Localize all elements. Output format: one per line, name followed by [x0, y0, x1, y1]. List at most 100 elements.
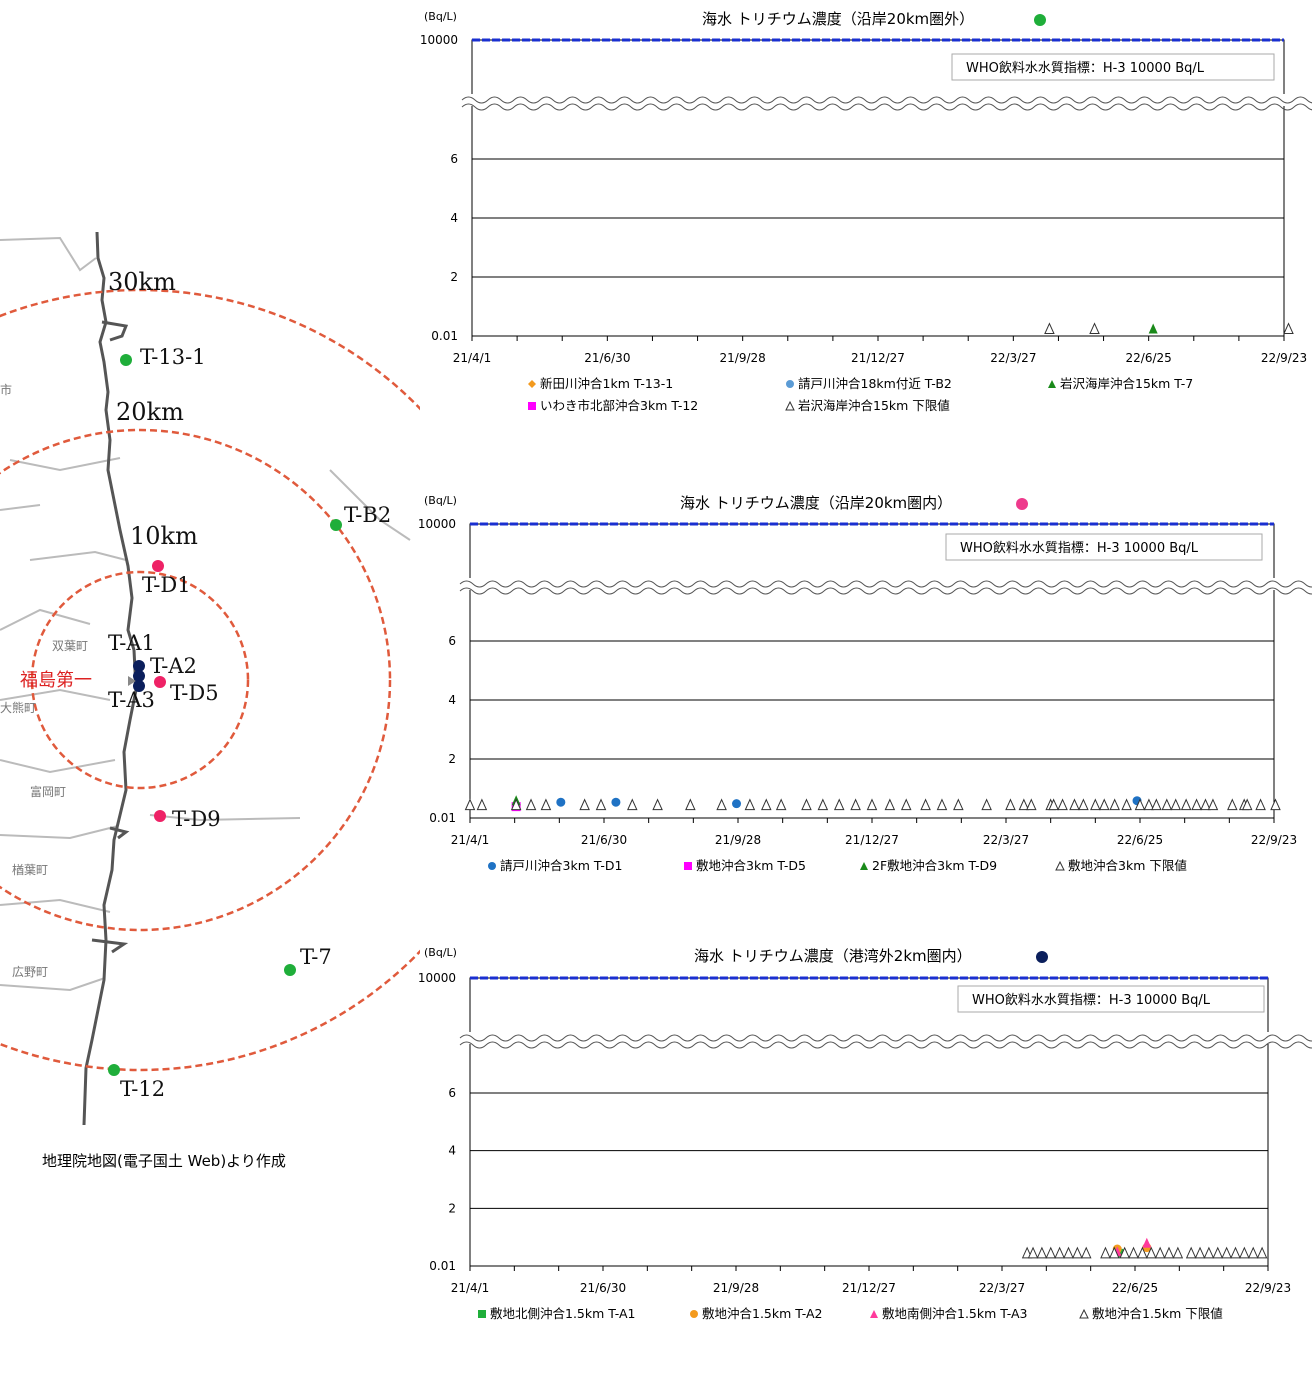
ring-label-20km: 20km [116, 398, 184, 426]
legend-marker [1079, 1308, 1089, 1319]
station-label: T-A1 [108, 631, 155, 655]
legend-marker [478, 1310, 486, 1318]
station-label: T-D5 [170, 681, 219, 705]
data-point [1044, 322, 1055, 335]
title-marker-icon [1036, 951, 1048, 963]
data-point [1026, 798, 1037, 811]
station-dot [120, 354, 132, 366]
data-point [1163, 1246, 1175, 1259]
data-point [1109, 1246, 1120, 1259]
data-point [1119, 1246, 1130, 1259]
legend-label: 新田川沖合1km T-13-1 [540, 376, 673, 391]
who-reference-box [957, 985, 1265, 1013]
data-point [866, 798, 878, 811]
data-point [540, 798, 552, 811]
legend-label: 敷地沖合3km T-D5 [696, 858, 806, 873]
data-point [1241, 798, 1253, 811]
y-tick-label: 4 [448, 1144, 456, 1158]
x-tick-label: 21/12/27 [845, 833, 899, 847]
legend-marker [528, 380, 536, 388]
legend-marker [684, 862, 692, 870]
station-label: T-D1 [142, 573, 191, 597]
data-point [1170, 798, 1182, 811]
legend-marker [690, 1310, 698, 1318]
legend-marker [488, 862, 496, 870]
chart-svg: 海水 トリチウム濃度（沿岸20km圏外） (Bq/L) WHO飲料水水質指標：H-3… [420, 10, 1312, 413]
ring-10km [30, 570, 250, 790]
plot-frame [469, 523, 1275, 819]
axis-break-line [461, 96, 1312, 104]
data-point [1212, 1246, 1224, 1259]
data-point [476, 798, 488, 811]
plot-frame [471, 39, 1285, 337]
station-dot [133, 680, 145, 692]
data-point [1080, 1246, 1092, 1259]
data-point [1128, 1246, 1139, 1259]
x-tick-label: 21/4/1 [451, 833, 490, 847]
chart-title: 海水 トリチウム濃度（沿岸20km圏内） [680, 494, 952, 512]
chart-panel-inside-20km: 海水 トリチウム濃度（沿岸20km圏内） (Bq/L) WHO飲料水水質指標：H-3… [412, 484, 1312, 924]
data-point [1090, 798, 1101, 811]
title-marker-icon [1034, 14, 1046, 26]
series-group [1148, 323, 1158, 334]
legend-label: 請戸川沖合3km T-D1 [500, 858, 622, 873]
who-reference-label: WHO飲料水水質指標：H-3 10000 Bq/L [972, 992, 1211, 1008]
station-dot [330, 519, 342, 531]
axis-break-line [459, 1034, 1312, 1042]
plant-pointer-icon [128, 676, 136, 686]
plot-frame [469, 977, 1269, 1267]
y-tick-label: 10000 [418, 517, 456, 531]
legend-label: 敷地沖合3km 下限値 [1068, 858, 1187, 873]
series-group [464, 798, 1281, 811]
data-point [1005, 798, 1016, 811]
x-tick-label: 21/9/28 [715, 833, 761, 847]
x-tick-label: 21/12/27 [851, 351, 905, 365]
station-dot [133, 660, 145, 672]
x-tick-label: 21/4/1 [451, 1281, 490, 1295]
station-label: T-A3 [108, 688, 155, 712]
data-point [1200, 798, 1211, 811]
data-point [1109, 798, 1120, 811]
data-point [1194, 1246, 1206, 1259]
chart-panel-outside-20km: 海水 トリチウム濃度（沿岸20km圏外） (Bq/L) WHO飲料水水質指標：H-3… [412, 0, 1312, 440]
data-point [1054, 1246, 1065, 1259]
data-point [685, 798, 696, 811]
data-point [775, 798, 787, 811]
data-point [1018, 798, 1030, 811]
data-point [1191, 798, 1202, 811]
plant-label: 福島第一 [20, 670, 92, 691]
data-point [900, 798, 912, 811]
station-dot [284, 964, 296, 976]
coastline [82, 231, 138, 1126]
data-point [920, 798, 931, 811]
ring-label-10km: 10km [130, 522, 198, 550]
station-label: T-A2 [150, 654, 197, 678]
y-axis-label: (Bq/L) [424, 494, 457, 507]
y-axis-label: (Bq/L) [424, 946, 457, 959]
data-point [1230, 1246, 1241, 1259]
series-group [1044, 322, 1294, 335]
series-group [556, 796, 1142, 809]
station-label: T-B2 [344, 503, 391, 527]
town-label: 大熊町 [0, 700, 36, 715]
axis-break-line [459, 587, 1312, 595]
data-point [1121, 798, 1132, 811]
legend-label: 敷地沖合1.5km T-A2 [702, 1306, 823, 1321]
y-tick-label: 0.01 [429, 811, 456, 825]
data-point [556, 797, 566, 807]
data-point [579, 798, 590, 811]
chart-svg: 海水 トリチウム濃度（沿岸20km圏内） (Bq/L) WHO飲料水水質指標：H-3… [418, 494, 1312, 873]
x-tick-label: 22/6/25 [1117, 833, 1163, 847]
station-label: T-12 [120, 1077, 165, 1101]
data-point [1221, 1246, 1232, 1259]
chart-title: 海水 トリチウム濃度（港湾外2km圏内） [694, 947, 972, 965]
data-point [1078, 798, 1089, 811]
station-label: T-7 [300, 945, 332, 969]
data-point [464, 798, 476, 811]
data-point [817, 798, 829, 811]
data-point [1036, 1246, 1048, 1259]
town-label: 市 [0, 382, 12, 397]
x-tick-label: 21/4/1 [453, 351, 492, 365]
y-tick-label: 2 [448, 1201, 456, 1215]
x-tick-label: 21/6/30 [584, 351, 630, 365]
